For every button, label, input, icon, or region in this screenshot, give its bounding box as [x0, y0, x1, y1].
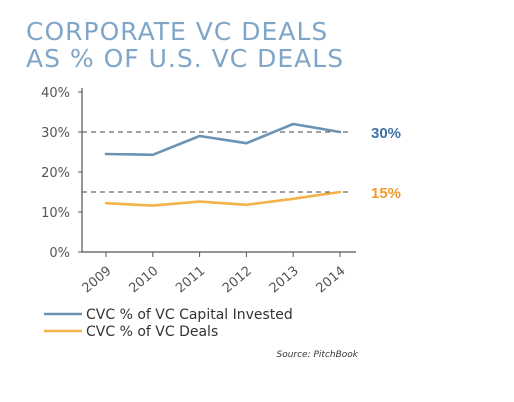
series-lines — [104, 122, 342, 207]
title-line-2: AS % OF U.S. VC DEALS — [26, 44, 345, 73]
x-tick-label: 2013 — [267, 264, 302, 297]
x-tick-label: 2012 — [220, 264, 255, 297]
x-tick-label: 2010 — [126, 264, 161, 297]
x-tick-label: 2009 — [80, 264, 115, 297]
reference-lines — [82, 131, 352, 193]
reference-labels: 30% 15% — [371, 125, 401, 202]
series-line-1 — [104, 122, 342, 157]
reference-label: 30% — [371, 125, 401, 142]
x-tick-labels: 2009 2010 2011 2012 2013 2014 — [80, 264, 349, 297]
y-tick-labels: 0% 10% 20% 30% 40% — [41, 86, 70, 261]
y-tick-label: 20% — [41, 166, 70, 181]
x-tick-label: 2014 — [314, 264, 349, 297]
chart-title: CORPORATE VC DEALS AS % OF U.S. VC DEALS — [26, 18, 344, 72]
legend-label: CVC % of VC Deals — [86, 324, 218, 340]
y-tick-label: 30% — [41, 126, 70, 141]
title-line-1: CORPORATE VC DEALS — [26, 17, 329, 46]
reference-label: 15% — [371, 185, 401, 202]
axes — [78, 88, 356, 257]
legend-label: CVC % of VC Capital Invested — [86, 307, 293, 323]
y-tick-label: 40% — [41, 86, 70, 101]
x-tick-label: 2011 — [173, 264, 208, 297]
source-note: Source: PitchBook — [276, 350, 358, 360]
y-tick-label: 10% — [41, 206, 70, 221]
series-line-2 — [104, 190, 342, 207]
y-tick-label: 0% — [49, 246, 70, 261]
